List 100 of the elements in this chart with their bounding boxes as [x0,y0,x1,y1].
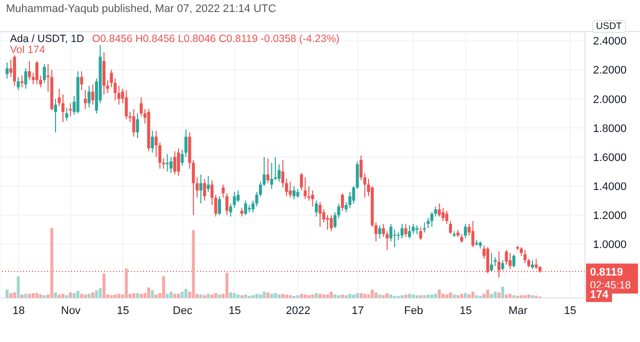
candlestick [412,223,415,235]
bar [225,272,228,298]
bar [170,292,173,298]
bar [229,292,232,298]
candlestick [464,223,467,239]
bar [456,295,460,298]
bar [363,294,366,298]
x-tick-label: 15 [116,304,130,317]
bar [236,294,240,298]
x-tick-label: 15 [460,304,472,317]
candlestick [408,224,412,239]
candlestick [340,192,344,212]
candlestick [210,180,214,206]
bar [386,293,389,298]
candlestick [173,150,176,175]
candlestick [199,174,202,204]
candlestick [378,224,382,239]
bar [173,294,176,298]
bar [482,294,486,298]
candlestick [504,250,508,266]
candlestick [176,148,180,176]
candlestick [448,220,452,235]
candlestick [292,186,296,200]
candlestick [400,223,404,239]
bar [281,294,284,298]
candlestick [344,202,348,213]
x-tick-label: Dec [172,304,193,317]
bar [360,293,363,298]
bar [468,294,471,298]
bar [68,292,72,298]
bar [42,295,46,298]
bar [430,294,434,298]
bar [54,292,58,298]
annotation: Vol 174 [10,44,46,56]
bar [285,294,288,298]
bar [330,292,333,298]
y-tick-label: 1.6000 [593,152,627,164]
bar [326,294,330,298]
x-tick-label: 2022 [286,304,310,317]
candlestick [124,90,128,120]
candlestick [54,98,58,133]
bar [374,292,378,298]
bar [176,294,180,298]
bar [58,294,61,298]
candlestick [426,218,430,229]
candlestick [393,229,396,248]
bar [278,294,281,298]
candlestick [24,68,28,90]
candlestick [232,191,236,208]
bar [218,294,221,298]
bar [311,294,314,298]
candlestick [28,60,31,80]
bar [530,295,534,298]
bar [72,293,76,298]
bar [154,294,158,298]
candlestick [68,102,72,117]
x-tick-label: 17 [352,304,364,317]
bar [199,294,202,298]
x-tick-label: Feb [404,304,424,317]
bar [16,276,20,298]
candlestick [363,172,366,198]
candlestick [314,200,318,218]
bar [304,294,307,298]
bar [307,295,310,298]
candlestick [84,90,87,110]
bar [180,292,184,298]
bar [9,293,12,298]
bar [240,295,244,298]
bar [348,294,352,298]
candlestick [270,162,274,190]
text: Muhammad-Yaqub published, Mar 07, 2022 21:14 UTC [6,3,276,15]
bar [192,230,195,298]
bar [412,294,415,298]
chart-title: Ada / USDT, 1D [10,33,84,45]
bar [422,295,426,298]
bar [150,290,154,298]
bar [356,293,359,298]
bar [434,294,438,298]
candlestick [442,207,445,222]
bar [214,293,218,298]
candlestick [356,160,359,190]
bar [117,294,120,298]
candlestick [88,85,91,108]
bar [300,294,303,298]
x-tick-label: 15 [564,304,576,317]
candlestick [360,155,363,181]
candlestick [501,260,504,271]
candlestick [192,159,195,216]
bar [6,290,9,298]
bar [124,268,128,298]
bar [35,293,38,298]
bar [50,228,54,298]
candlestick [222,184,225,198]
candlestick [404,223,408,238]
bar [206,294,210,298]
bar [76,291,80,298]
bar [147,288,150,298]
bar [442,294,445,298]
candlestick [214,194,218,218]
candlestick [136,112,140,139]
